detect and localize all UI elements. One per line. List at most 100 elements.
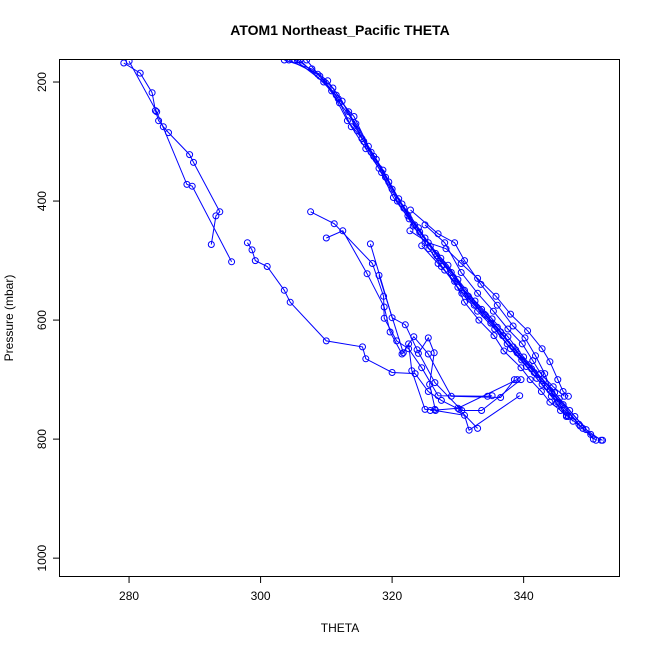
plot-frame	[59, 59, 620, 577]
data-point	[380, 292, 388, 300]
data-point	[407, 206, 414, 214]
data-point	[546, 398, 554, 406]
data-point	[491, 325, 499, 333]
data-point	[334, 95, 342, 103]
data-point	[332, 91, 340, 99]
data-point	[457, 260, 465, 267]
data-point	[434, 260, 442, 267]
data-point	[280, 60, 288, 64]
data-point	[437, 396, 445, 404]
data-point	[136, 69, 144, 77]
data-point	[363, 270, 371, 278]
data-point	[461, 411, 468, 419]
data-point	[414, 349, 422, 357]
data-point	[362, 355, 370, 363]
data-point	[562, 413, 570, 420]
data-point	[513, 376, 521, 384]
x-tick-label: 320	[382, 589, 402, 603]
data-point	[430, 349, 438, 357]
data-point	[322, 234, 330, 242]
data-point	[155, 117, 163, 125]
data-point	[322, 337, 330, 345]
series-line	[128, 60, 233, 263]
data-point	[320, 78, 328, 86]
data-point	[248, 246, 256, 254]
data-point	[553, 399, 560, 407]
y-axis-label: Pressure (mbar)	[2, 275, 16, 362]
data-point	[517, 364, 525, 372]
series-line	[306, 60, 603, 441]
series-line	[326, 230, 515, 399]
data-point	[493, 301, 501, 309]
series-8	[375, 271, 521, 414]
y-tick-label: 1000	[35, 544, 49, 571]
data-point	[399, 349, 407, 357]
data-point	[286, 298, 294, 306]
data-point	[386, 328, 394, 336]
data-point	[393, 197, 401, 205]
data-point	[457, 269, 465, 276]
data-point	[408, 367, 416, 375]
y-tick-label: 400	[35, 191, 49, 211]
data-point	[406, 227, 414, 235]
data-point	[537, 370, 545, 378]
data-point	[228, 258, 236, 266]
series-6	[366, 240, 525, 414]
data-point	[451, 239, 459, 247]
data-point	[461, 298, 468, 306]
series-line	[409, 230, 569, 397]
x-tick-label: 280	[119, 589, 139, 603]
series-line	[421, 245, 569, 417]
data-point	[599, 436, 607, 444]
data-point	[388, 369, 396, 376]
data-point	[280, 286, 288, 294]
data-point	[207, 241, 215, 248]
data-point	[263, 263, 271, 270]
data-point	[418, 364, 426, 372]
data-point	[518, 340, 526, 348]
series-line	[246, 242, 478, 429]
data-point	[500, 347, 508, 355]
data-point	[510, 376, 518, 384]
data-point	[484, 392, 491, 400]
data-point	[426, 380, 434, 388]
data-point	[366, 240, 374, 248]
data-point	[538, 380, 546, 388]
data-point	[293, 60, 301, 64]
data-point	[517, 376, 525, 384]
data-point	[564, 392, 572, 400]
data-point	[475, 316, 483, 324]
data-point	[431, 405, 439, 413]
data-point	[380, 303, 388, 311]
data-point	[522, 363, 530, 370]
data-point	[424, 334, 432, 342]
chart-title: ATOM1 Northeast_Pacific THETA	[230, 22, 449, 38]
series-3	[243, 239, 482, 432]
data-point	[404, 212, 412, 220]
data-point	[159, 123, 167, 131]
data-point	[212, 212, 220, 220]
data-point	[405, 340, 413, 348]
data-point	[509, 322, 517, 330]
data-point	[516, 392, 524, 400]
data-point	[362, 145, 370, 153]
series-7	[414, 334, 524, 434]
data-point	[401, 321, 409, 329]
data-point	[557, 407, 564, 414]
series-line	[123, 62, 221, 245]
y-tick-label: 200	[35, 72, 49, 92]
data-point	[549, 383, 557, 391]
data-point	[434, 392, 442, 400]
data-point	[482, 311, 489, 319]
data-point	[504, 325, 512, 333]
data-point	[409, 222, 417, 230]
y-tick-label: 800	[35, 429, 49, 449]
series-17	[418, 242, 572, 420]
data-point	[569, 417, 577, 425]
data-point	[441, 266, 449, 274]
series-18	[421, 221, 568, 400]
data-point	[426, 407, 434, 414]
series-14	[293, 60, 577, 425]
series-2	[125, 60, 236, 266]
